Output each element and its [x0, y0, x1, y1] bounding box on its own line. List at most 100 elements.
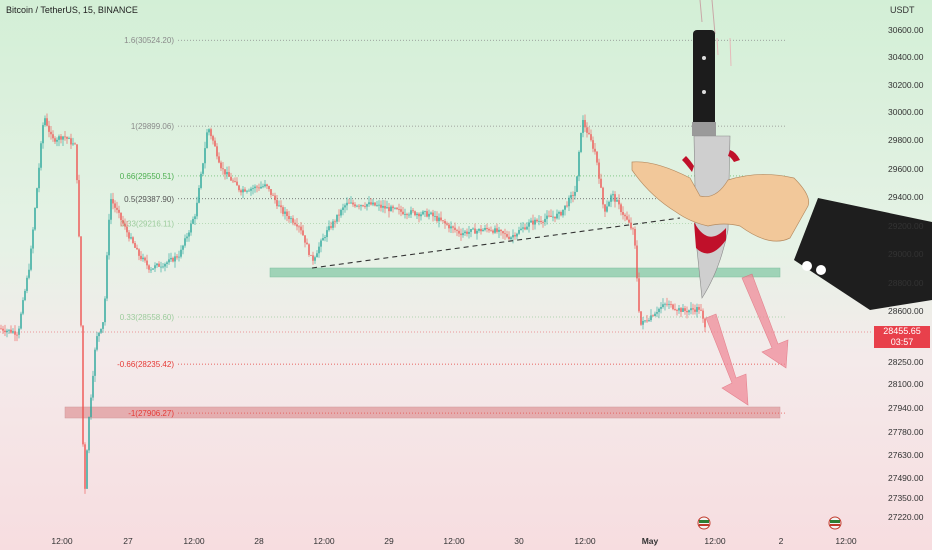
- candle-body: [224, 169, 226, 175]
- event-flag-icon[interactable]: [697, 516, 711, 530]
- candle-body: [152, 268, 154, 270]
- candle-body: [272, 194, 274, 196]
- candle-body: [570, 195, 572, 198]
- candle-body: [64, 136, 66, 138]
- candle-body: [318, 246, 320, 254]
- candle-body: [388, 207, 390, 212]
- candle-body: [690, 308, 692, 311]
- price-axis[interactable]: 30600.00 30400.00 30200.00 30000.00 29800.00…: [888, 25, 924, 522]
- price-tick-label: 29600.00: [888, 164, 924, 174]
- candle-body: [80, 236, 82, 326]
- candle-body: [168, 259, 170, 263]
- trend-line[interactable]: [311, 217, 681, 269]
- candle-body: [682, 308, 684, 312]
- candle-body: [414, 211, 416, 216]
- candle-body: [564, 205, 566, 210]
- candle-body: [198, 187, 200, 203]
- candle-body: [460, 233, 462, 236]
- candle-body: [684, 308, 686, 311]
- candle-body: [236, 181, 238, 186]
- candle-body: [82, 325, 84, 445]
- candle-body: [372, 202, 374, 205]
- fib-level-label: 1.6(30524.20): [124, 36, 174, 45]
- candle-body: [18, 328, 20, 335]
- candle-body: [254, 186, 256, 189]
- candle-body: [692, 308, 694, 310]
- candle-body: [110, 199, 112, 220]
- candle-body: [150, 269, 152, 271]
- candle-body: [218, 156, 220, 163]
- candle-body: [94, 349, 96, 376]
- candle-body: [540, 220, 542, 222]
- candle-body: [162, 266, 164, 268]
- candle-body: [674, 309, 676, 311]
- candle-body: [696, 307, 698, 312]
- candle-body: [324, 237, 326, 239]
- candle-body: [182, 245, 184, 250]
- candle-body: [194, 216, 196, 220]
- candle-body: [678, 308, 680, 311]
- price-tick-label: 27220.00: [888, 512, 924, 522]
- time-tick-label: 12:00: [313, 536, 335, 546]
- candle-body: [528, 222, 530, 227]
- time-tick-label: 2: [779, 536, 784, 546]
- candle-body: [6, 330, 8, 333]
- price-tick-label: 29000.00: [888, 249, 924, 259]
- event-flag-icon[interactable]: [828, 516, 842, 530]
- red-zone: [64, 406, 781, 419]
- candle-body: [670, 304, 672, 305]
- candle-body: [26, 277, 28, 291]
- candle-body: [288, 216, 290, 220]
- candle-body: [666, 303, 668, 305]
- candle-body: [572, 195, 574, 196]
- candle-body: [420, 214, 422, 217]
- candle-body: [132, 237, 134, 244]
- candle-body: [478, 228, 480, 231]
- candle-body: [552, 216, 554, 218]
- candle-body: [164, 263, 166, 267]
- candle-body: [688, 310, 690, 313]
- candle-body: [586, 127, 588, 133]
- candle-body: [520, 228, 522, 231]
- fib-level-label: 0.33(28558.60): [120, 313, 175, 322]
- candle-body: [510, 237, 512, 240]
- candle-body: [466, 231, 468, 234]
- time-axis[interactable]: 12:00 27 12:00 28 12:00 29 12:00 30 12:00 May 12:0…: [51, 536, 857, 546]
- candle-body: [48, 125, 50, 132]
- candle-body: [130, 237, 132, 239]
- candle-body: [642, 320, 644, 325]
- candle-body: [230, 176, 232, 181]
- candle-body: [84, 444, 86, 489]
- candle-body: [638, 278, 640, 312]
- candle-body: [234, 181, 236, 182]
- candle-body: [406, 214, 408, 216]
- candle-body: [680, 308, 682, 312]
- candle-body: [22, 300, 24, 314]
- candle-body: [518, 230, 520, 234]
- candle-body: [560, 212, 562, 216]
- candle-body: [360, 205, 362, 207]
- candle-body: [534, 219, 536, 225]
- candle-body: [576, 176, 578, 192]
- candle-body: [0, 328, 2, 330]
- candle-body: [214, 140, 216, 147]
- candle-body: [368, 202, 370, 205]
- candle-body: [104, 298, 106, 323]
- time-tick-label: 12:00: [51, 536, 73, 546]
- candle-body: [68, 138, 70, 140]
- candle-body: [154, 265, 156, 269]
- candle-body: [148, 265, 150, 270]
- candle-body: [172, 257, 174, 262]
- candle-body: [470, 229, 472, 232]
- candle-body: [144, 257, 146, 261]
- support-zone: [269, 267, 781, 278]
- candle-body: [176, 256, 178, 258]
- candle-body: [128, 232, 130, 239]
- candle-body: [620, 204, 622, 213]
- candle-body: [494, 228, 496, 233]
- candle-body: [170, 257, 172, 260]
- candle-body: [142, 257, 144, 260]
- candle-body: [308, 244, 310, 255]
